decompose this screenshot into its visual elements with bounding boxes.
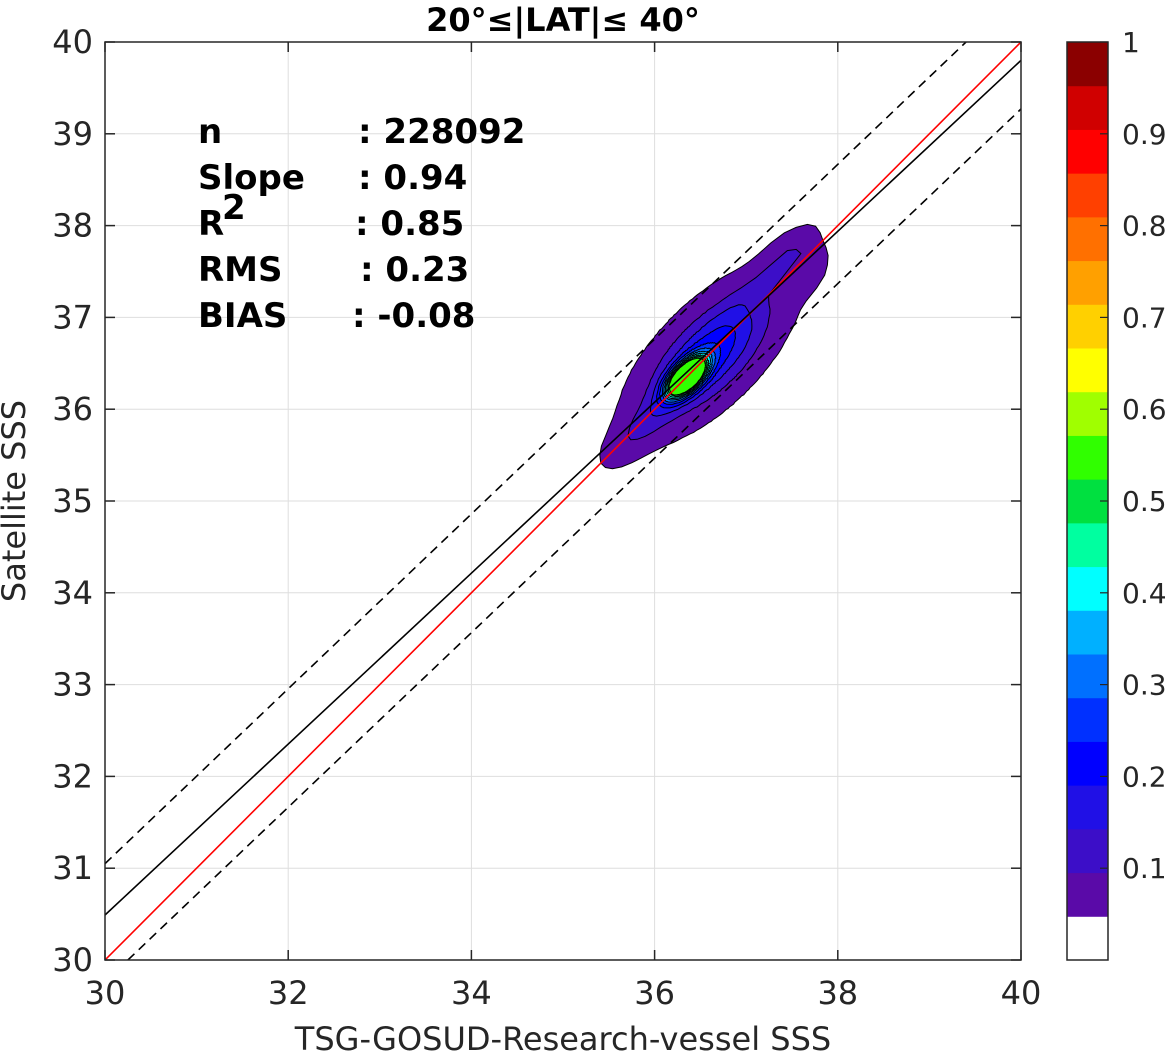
colorbar-segment	[1067, 916, 1108, 961]
stat-label: n	[198, 112, 222, 152]
y-tick-label: 40	[52, 23, 93, 61]
colorbar-tick-label: 0.2	[1122, 760, 1167, 793]
stat-label: R	[198, 204, 224, 244]
colorbar-tick-label: 0.8	[1122, 210, 1167, 243]
colorbar-segment	[1067, 85, 1108, 130]
stat-value: : 0.23	[360, 250, 469, 290]
colorbar-segment	[1067, 785, 1108, 830]
x-axis-label: TSG-GOSUD-Research-vessel SSS	[294, 1020, 831, 1055]
x-tick-label: 36	[634, 974, 675, 1012]
x-tick-label: 40	[1001, 974, 1042, 1012]
stat-value: : 0.94	[358, 158, 467, 198]
colorbar-segment	[1067, 610, 1108, 655]
stat-value: : 228092	[358, 112, 525, 152]
colorbar-segment	[1067, 304, 1108, 349]
colorbar-tick-label: 0.5	[1122, 485, 1167, 518]
upper-bound-line	[105, 42, 967, 865]
x-tick-label: 30	[85, 974, 126, 1012]
colorbar-segment	[1067, 741, 1108, 786]
colorbar-segment	[1067, 216, 1108, 262]
colorbar-segment	[1067, 697, 1108, 742]
colorbar-segment	[1067, 348, 1108, 393]
y-axis-label: Satellite SSS	[0, 400, 33, 602]
y-tick-label: 37	[52, 298, 93, 336]
grid-lines	[104, 41, 1022, 961]
one-to-one-line	[105, 42, 1021, 960]
y-tick-label: 33	[52, 666, 93, 704]
y-tick-label: 31	[52, 849, 93, 887]
colorbar-segment	[1067, 654, 1108, 699]
colorbar-segment	[1067, 566, 1108, 611]
colorbar-tick-label: 1	[1122, 26, 1140, 59]
y-tick-label: 39	[52, 115, 93, 153]
reference-lines	[105, 42, 1021, 960]
y-tick-label: 38	[52, 207, 93, 245]
y-tick-label: 34	[52, 574, 93, 612]
y-tick-label: 30	[52, 941, 93, 979]
colorbar-segment	[1067, 129, 1108, 174]
stat-label: RMS	[198, 250, 283, 290]
colorbar-segment	[1067, 42, 1108, 87]
stat-value: : -0.08	[352, 296, 475, 336]
colorbar: 0.1 0.2 0.3 0.4 0.5 0.6 0.7 0.8 0.9 1	[1066, 26, 1167, 961]
y-tick-label: 36	[52, 390, 93, 428]
statistics-box: n : 228092 Slope : 0.94 R2 : 0.85 RMS : 0.23 BIA…	[198, 112, 525, 336]
colorbar-tick-label: 0.6	[1122, 393, 1167, 426]
colorbar-segment	[1067, 872, 1108, 917]
colorbar-segment	[1067, 828, 1108, 874]
chart-title: 20°≤|LAT|≤ 40°	[426, 1, 700, 40]
colorbar-segment	[1067, 522, 1108, 568]
x-tick-label: 38	[817, 974, 858, 1012]
colorbar-tick-label: 0.1	[1122, 852, 1167, 885]
x-tick-label: 34	[451, 974, 492, 1012]
regression-line	[105, 59, 1021, 916]
y-tick-label: 35	[52, 482, 93, 520]
stat-label-superscript: 2	[222, 188, 246, 228]
y-tick-label: 32	[52, 757, 93, 795]
colorbar-segment	[1067, 173, 1108, 218]
colorbar-segment	[1067, 435, 1108, 480]
colorbar-segment	[1067, 260, 1108, 305]
stat-label: Slope	[198, 158, 305, 198]
x-tick-label: 32	[268, 974, 309, 1012]
stat-label: BIAS	[198, 296, 287, 336]
axis-ticks: 30 32 34 36 38 40 30 31 32 33 34 35 36 37 38 39 40	[52, 23, 1041, 1012]
stat-value: : 0.85	[355, 204, 464, 244]
colorbar-tick-label: 0.3	[1122, 669, 1167, 702]
colorbar-tick-label: 0.4	[1122, 577, 1167, 610]
colorbar-tick-label: 0.9	[1122, 118, 1167, 151]
lower-bound-line	[127, 108, 1021, 960]
colorbar-tick-label: 0.7	[1122, 301, 1167, 334]
colorbar-segment	[1067, 391, 1108, 436]
